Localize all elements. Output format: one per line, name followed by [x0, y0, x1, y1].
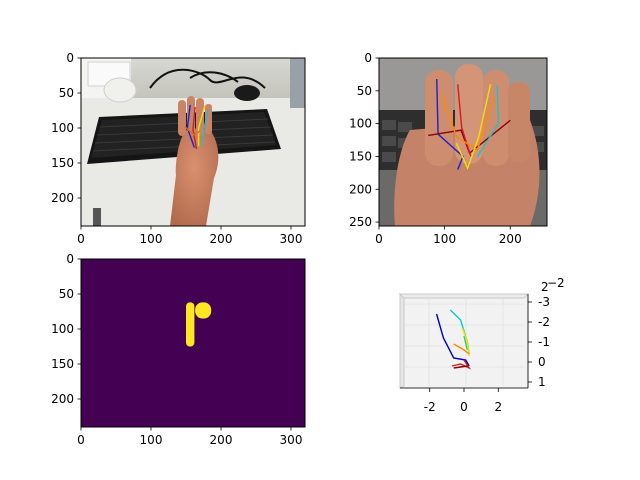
- y-tick-label: 50: [357, 84, 372, 98]
- x-tick-label: 300: [280, 433, 303, 447]
- mask-blob: [195, 302, 211, 318]
- y-tick-label: 150: [51, 156, 74, 170]
- y-axis-ticks: -3 -2 -1 0 1: [528, 295, 550, 389]
- y-tick-label: 250: [349, 215, 372, 229]
- y-tick-label: 100: [349, 117, 372, 131]
- x-tick-label: 0: [375, 232, 383, 246]
- x-tick-label: 300: [280, 232, 303, 246]
- y-tick-label: 0: [364, 51, 372, 65]
- y-tick-label: 0: [66, 252, 74, 266]
- photo-panel: 0 100 200 300 0 50 100 150 200: [51, 51, 305, 246]
- y-tick-label: -1: [538, 335, 550, 349]
- crop-panel: 0 100 200 0 50 100 150 200 250: [349, 51, 547, 246]
- x-tick-label: 0: [77, 433, 85, 447]
- y-tick-label: -3: [538, 295, 550, 309]
- y-tick-label: 50: [59, 86, 74, 100]
- x-tick-label: 100: [433, 232, 456, 246]
- x-tick-label: 100: [140, 433, 163, 447]
- y-tick-label: 50: [59, 287, 74, 301]
- x-tick-label: 0: [460, 400, 468, 414]
- x-axis-ticks: -2 0 2: [424, 388, 502, 414]
- x-tick-label: 200: [210, 232, 233, 246]
- mask-blob: [186, 302, 194, 346]
- x-axis-ticks: 0 100 200: [375, 226, 522, 246]
- y-tick-label: 200: [51, 392, 74, 406]
- y-tick-label: 150: [51, 357, 74, 371]
- pane-left: [400, 294, 404, 388]
- y-axis-ticks: 0 50 100 150 200 250: [349, 51, 379, 229]
- pane-top: [400, 294, 528, 298]
- y-tick-label: 0: [538, 355, 546, 369]
- x-tick-label: -2: [424, 400, 436, 414]
- x-axis-ticks: 0 100 200 300: [77, 226, 302, 246]
- y-tick-label: 150: [349, 149, 372, 163]
- y-tick-label: 1: [538, 375, 546, 389]
- x-tick-label: 100: [140, 232, 163, 246]
- y-tick-label: 100: [51, 322, 74, 336]
- pane-back: [400, 294, 528, 388]
- y-tick-label: 200: [51, 191, 74, 205]
- z-tick-label: −2: [547, 276, 565, 290]
- y-axis-ticks: 0 50 100 150 200: [51, 51, 81, 205]
- y-tick-label: 100: [51, 121, 74, 135]
- x-tick-label: 200: [210, 433, 233, 447]
- x-axis-ticks: 0 100 200 300: [77, 427, 302, 447]
- x-tick-label: 200: [499, 232, 522, 246]
- photo-image: [81, 58, 305, 226]
- pose3d-panel: -2 0 2 -3 -2 -1 0 1 2−2: [400, 276, 565, 414]
- z-axis-ticks: 2−2: [541, 276, 565, 294]
- mask-panel: 0 100 200 300 0 50 100 150 200: [51, 252, 305, 447]
- y-tick-label: 0: [66, 51, 74, 65]
- x-tick-label: 0: [77, 232, 85, 246]
- crop-image: [379, 58, 547, 226]
- y-tick-label: 200: [349, 182, 372, 196]
- x-tick-label: 2: [494, 400, 502, 414]
- y-axis-ticks: 0 50 100 150 200: [51, 252, 81, 406]
- y-tick-label: -2: [538, 315, 550, 329]
